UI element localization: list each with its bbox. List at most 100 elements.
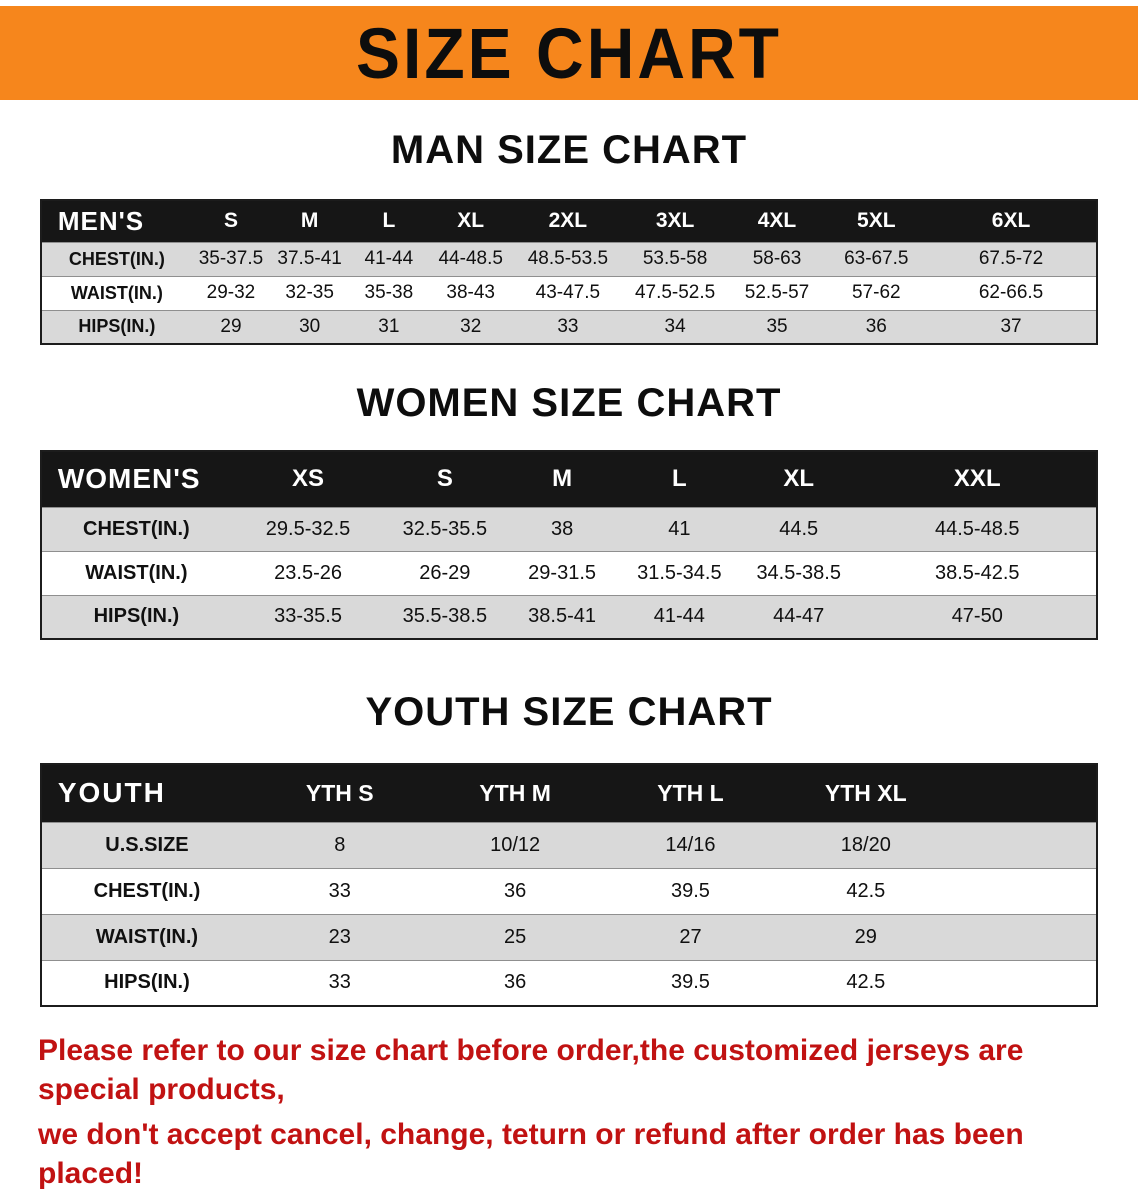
cell: 33 bbox=[328, 971, 351, 994]
cell: 37.5-41 bbox=[277, 248, 342, 269]
women-size-table: WOMEN'S XS S M L XL XXL CHEST(IN.) 29.5-… bbox=[39, 450, 1099, 640]
cell: 44.5 bbox=[779, 517, 819, 540]
size-chart-page: SIZE CHART MAN SIZE CHART MEN'S S M L XL… bbox=[0, 6, 1138, 1193]
cell: 32 bbox=[460, 315, 482, 337]
column-header: 2XL bbox=[548, 209, 588, 233]
column-header: YTH M bbox=[479, 779, 551, 806]
row-label: HIPS(IN.) bbox=[104, 971, 190, 994]
cell: 39.5 bbox=[670, 879, 710, 902]
cell: 31 bbox=[378, 315, 400, 337]
cell: 41 bbox=[668, 517, 691, 540]
youth-size-table: YOUTH YTH S YTH M YTH L YTH XL U.S.SIZE … bbox=[39, 763, 1099, 1007]
men-section-heading: MAN SIZE CHART bbox=[390, 128, 748, 172]
cell: 53.5-58 bbox=[642, 248, 708, 269]
column-header: YTH S bbox=[305, 779, 374, 806]
row-label: WAIST(IN.) bbox=[70, 282, 163, 303]
cell: 35.5-38.5 bbox=[402, 605, 488, 628]
table-row: U.S.SIZE 8 10/12 14/16 18/20 bbox=[40, 822, 1098, 868]
column-header: L bbox=[382, 209, 396, 233]
cell: 35 bbox=[766, 315, 788, 337]
table-row: HIPS(IN.) 33 36 39.5 42.5 bbox=[40, 960, 1098, 1006]
cell: 44-47 bbox=[773, 605, 825, 628]
cell: 63-67.5 bbox=[844, 248, 909, 269]
cell: 33-35.5 bbox=[274, 605, 342, 628]
cell: 38.5-42.5 bbox=[935, 561, 1020, 584]
cell: 23.5-26 bbox=[274, 561, 342, 584]
men-header-row: MEN'S S M L XL 2XL 3XL 4XL 5XL 6XL bbox=[40, 200, 1098, 242]
column-header: YTH XL bbox=[824, 779, 907, 806]
cell: 42.5 bbox=[846, 971, 886, 994]
youth-section-heading: YOUTH SIZE CHART bbox=[365, 690, 773, 734]
spacer-cell bbox=[953, 764, 1097, 822]
cell: 36 bbox=[503, 879, 527, 902]
cell: 47.5-52.5 bbox=[634, 282, 716, 303]
column-header: L bbox=[672, 465, 687, 493]
page-title: SIZE CHART bbox=[356, 13, 782, 93]
cell: 52.5-57 bbox=[744, 282, 810, 303]
footer-note-line: Please refer to our size chart before or… bbox=[38, 1034, 1024, 1106]
column-header: XL bbox=[783, 465, 815, 493]
table-row: WAIST(IN.) 29-32 32-35 35-38 38-43 43-47… bbox=[40, 276, 1098, 310]
cell: 14/16 bbox=[665, 833, 716, 856]
cell: 44-48.5 bbox=[438, 248, 503, 269]
column-header: YTH L bbox=[657, 779, 724, 806]
cell: 36 bbox=[865, 315, 887, 337]
table-row: WAIST(IN.) 23.5-26 26-29 29-31.5 31.5-34… bbox=[40, 551, 1098, 595]
cell: 37 bbox=[1000, 315, 1022, 337]
table-corner-label: MEN'S bbox=[57, 205, 145, 236]
cell: 27 bbox=[679, 925, 702, 948]
table-row: CHEST(IN.) 29.5-32.5 32.5-35.5 38 41 44.… bbox=[40, 507, 1098, 551]
row-label: U.S.SIZE bbox=[105, 833, 189, 856]
cell: 39.5 bbox=[670, 971, 710, 994]
column-header: 4XL bbox=[757, 209, 797, 233]
cell: 23 bbox=[328, 925, 351, 948]
cell: 29.5-32.5 bbox=[265, 517, 351, 540]
cell: 32-35 bbox=[285, 282, 334, 303]
cell: 34 bbox=[664, 315, 686, 337]
cell: 35-38 bbox=[364, 282, 414, 303]
column-header: XXL bbox=[953, 465, 1001, 493]
cell: 29 bbox=[854, 925, 877, 948]
table-row: WAIST(IN.) 23 25 27 29 bbox=[40, 914, 1098, 960]
column-header: 5XL bbox=[857, 209, 896, 233]
size-chart-banner: SIZE CHART bbox=[0, 6, 1138, 100]
row-label: HIPS(IN.) bbox=[93, 605, 180, 628]
cell: 29 bbox=[220, 315, 242, 337]
cell: 34.5-38.5 bbox=[756, 561, 841, 584]
cell: 29-32 bbox=[206, 282, 256, 303]
cell: 8 bbox=[334, 833, 346, 856]
cell: 57-62 bbox=[851, 282, 901, 303]
spacer-cell bbox=[953, 868, 1097, 914]
table-row: HIPS(IN.) 29 30 31 32 33 34 35 36 37 bbox=[40, 310, 1098, 344]
cell: 29-31.5 bbox=[528, 561, 597, 584]
youth-header-row: YOUTH YTH S YTH M YTH L YTH XL bbox=[40, 764, 1098, 822]
cell: 38-43 bbox=[446, 282, 496, 303]
men-size-table: MEN'S S M L XL 2XL 3XL 4XL 5XL 6XL CHEST… bbox=[39, 199, 1099, 345]
cell: 26-29 bbox=[419, 561, 471, 584]
cell: 47-50 bbox=[951, 605, 1003, 628]
spacer-cell bbox=[953, 914, 1097, 960]
cell: 44.5-48.5 bbox=[935, 517, 1020, 540]
cell: 25 bbox=[503, 925, 527, 948]
cell: 58-63 bbox=[752, 248, 802, 269]
cell: 30 bbox=[299, 315, 321, 337]
cell: 18/20 bbox=[840, 833, 891, 856]
cell: 62-66.5 bbox=[978, 282, 1044, 303]
cell: 41-44 bbox=[653, 605, 705, 628]
column-header: M bbox=[300, 209, 319, 233]
cell: 38 bbox=[550, 517, 574, 540]
youth-size-section: YOUTH SIZE CHART YOUTH YTH S YTH M YTH L… bbox=[0, 690, 1138, 1007]
table-corner-label: YOUTH bbox=[57, 777, 166, 809]
column-header: 3XL bbox=[655, 209, 695, 233]
footer-note: Please refer to our size chart before or… bbox=[0, 1031, 1138, 1193]
column-header: 6XL bbox=[991, 209, 1031, 233]
cell: 67.5-72 bbox=[978, 248, 1044, 269]
men-size-section: MAN SIZE CHART MEN'S S M L XL 2XL 3XL 4X… bbox=[0, 128, 1138, 345]
row-label: CHEST(IN.) bbox=[68, 248, 165, 269]
cell: 32.5-35.5 bbox=[402, 517, 488, 540]
cell: 36 bbox=[503, 971, 527, 994]
row-label: WAIST(IN.) bbox=[95, 925, 199, 948]
cell: 35-37.5 bbox=[198, 248, 264, 269]
spacer-cell bbox=[953, 960, 1097, 1006]
cell: 31.5-34.5 bbox=[637, 561, 722, 584]
